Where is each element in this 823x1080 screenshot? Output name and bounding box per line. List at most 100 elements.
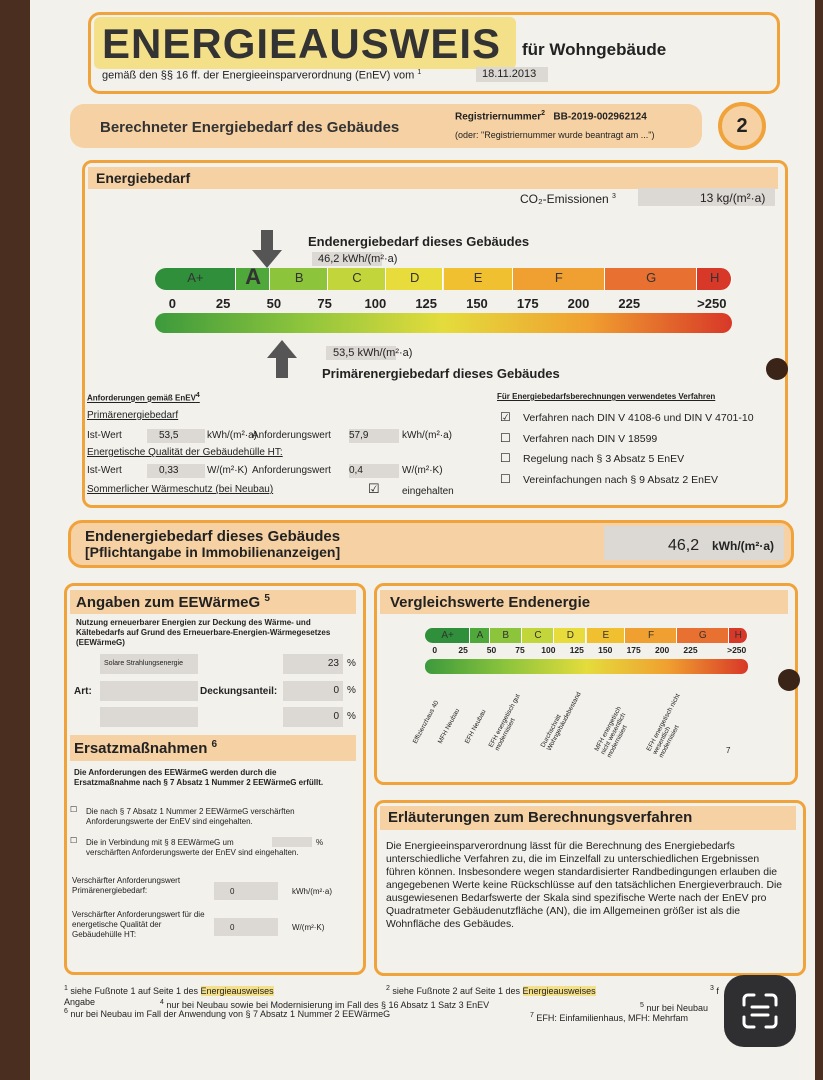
field	[214, 882, 278, 900]
kind: Solare Strahlungsenergie	[104, 660, 183, 667]
note: 4	[195, 392, 200, 399]
checkbox: ☐	[70, 836, 78, 845]
scale-label: 50	[266, 296, 282, 311]
text: nur bei Neubau im Fall der Anwendung von…	[70, 1009, 391, 1019]
references: Effizienzhaus 40 MFH Neubau EFH Neubau EFH …	[0, 0, 682, 759]
checkbox: ☑	[368, 481, 380, 496]
band-line: Endenergiebedarf dieses Gebäudes	[85, 528, 341, 545]
field	[349, 464, 399, 478]
note: 2	[541, 110, 546, 117]
class-segment	[554, 628, 587, 643]
class-segment	[425, 628, 471, 643]
scale-label: 150	[466, 296, 488, 311]
highlight	[94, 17, 516, 69]
field	[100, 681, 198, 701]
class-segment	[521, 628, 555, 643]
cell: Anforderungswert	[252, 430, 331, 441]
footnote: 7 EFH: Einfamilienhaus, MFH: Mehrfam	[530, 1012, 688, 1023]
scale-label: 125	[569, 645, 584, 655]
class-label: A	[476, 630, 484, 641]
class-label: G	[698, 630, 707, 641]
class-label: H	[734, 630, 742, 641]
scan-button[interactable]	[724, 975, 796, 1047]
comparison-heading: Vergleichswerte Endenergie	[390, 594, 591, 611]
class-segment	[586, 628, 626, 643]
checkbox: ☐	[500, 451, 511, 465]
label: Ersatzmaßnahmen	[74, 740, 208, 757]
heading-band	[380, 590, 788, 614]
hole	[778, 669, 800, 691]
band-line: [Pflichtangabe in Immobilienanzeigen]	[85, 544, 341, 560]
header-box	[88, 12, 780, 94]
cell: 0,4	[349, 465, 363, 476]
unit: %	[347, 711, 356, 722]
cell: 0,33	[159, 465, 179, 476]
field-label: Verschärfter Anforderungswert Primärener…	[72, 876, 181, 895]
field	[326, 346, 396, 360]
footnote: 2 siehe Fußnote 2 auf Seite 1 des Energi…	[386, 985, 596, 996]
mark: 3	[710, 985, 714, 992]
scale-label: 150	[598, 645, 613, 655]
scale-label: 125	[415, 296, 438, 311]
share: 23	[327, 658, 339, 669]
registration-hint: (oder: "Registriernummer wurde beantragt…	[455, 130, 655, 140]
section-title: Berechneter Energiebedarf des Gebäudes	[100, 119, 400, 136]
field	[604, 526, 784, 560]
class-label: H	[709, 270, 720, 285]
text: siehe Fußnote 2 auf Seite 1 des	[392, 986, 521, 996]
scale-label: 25	[215, 296, 231, 311]
procedures-title: Für Energiebedarfsberechnungen verwendet…	[497, 392, 716, 401]
option: verschärften Anforderungswerte der EnEV …	[86, 848, 299, 857]
class-label: F	[648, 630, 655, 641]
band-unit: kWh/(m²·a)	[712, 539, 774, 553]
explanation-box	[374, 800, 806, 976]
envelope-heading: Energetische Qualität der Gebäudehülle H…	[87, 447, 283, 458]
scale: 0 25 50 75 100 125 150 175 200 225 >250	[155, 296, 732, 314]
note: 5	[264, 593, 270, 604]
registration-number: BB-2019-002962124	[553, 111, 647, 123]
eew-intro: Nutzung erneuerbarer Energien zur Deckun…	[76, 618, 331, 647]
class-segment	[443, 268, 513, 290]
share-label: Deckungsanteil:	[200, 686, 278, 697]
checkbox: ☐	[500, 430, 511, 445]
scale: 0 25 50 75 100 125 150 175 200 225 >250	[425, 645, 748, 657]
field	[100, 654, 198, 674]
note: 6	[211, 739, 218, 750]
heading-band	[70, 735, 356, 761]
scale-label: 225	[683, 645, 698, 655]
checkbox: ☑	[500, 410, 511, 424]
arrow-down	[252, 230, 282, 268]
mark: 5	[640, 1002, 644, 1009]
summer-status: eingehalten	[402, 486, 454, 497]
subtitle: für Wohngebäude	[522, 40, 667, 59]
cell: 53,5	[159, 430, 179, 441]
footnote: 4 nur bei Neubau sowie bei Modernisierun…	[160, 999, 489, 1010]
scale-label: 75	[317, 296, 332, 311]
cell: kWh/(m²·a)	[402, 430, 452, 441]
class-label: D	[409, 270, 420, 285]
class-label: A	[245, 264, 262, 289]
scale-label: 0	[432, 645, 438, 655]
final-label: Endenergiebedarf dieses Gebäudes	[308, 234, 530, 249]
option: Die nach § 7 Absatz 1 Nummer 2 EEWärmeG …	[86, 807, 295, 826]
date: 18.11.2013	[482, 68, 537, 80]
unit: %	[347, 658, 356, 669]
class-label: E	[602, 630, 610, 641]
legal: gemäß den §§ 16 ff. der Energieeinsparve…	[102, 69, 421, 82]
scale-label: 25	[458, 645, 468, 655]
text: EFH: Einfamilienhaus, MFH: Mehrfam	[536, 1013, 688, 1023]
arrow-up	[267, 340, 297, 378]
class-bar: A+ A B C D E F G H	[155, 264, 732, 290]
scale-label: 175	[516, 296, 539, 311]
label: CO₂-Emissionen	[520, 192, 609, 206]
highlight: Energieausweises	[200, 986, 274, 996]
scale-label: 75	[515, 645, 525, 655]
scale-label: 200	[567, 296, 590, 311]
field	[214, 918, 278, 936]
field	[283, 654, 343, 674]
class-label: A+	[441, 630, 454, 641]
text: nur bei Neubau sowie bei Modernisierung …	[166, 1000, 490, 1010]
requirements-title: Anforderungen gemäß EnEV4	[87, 392, 200, 403]
scale-label: 175	[626, 645, 641, 655]
